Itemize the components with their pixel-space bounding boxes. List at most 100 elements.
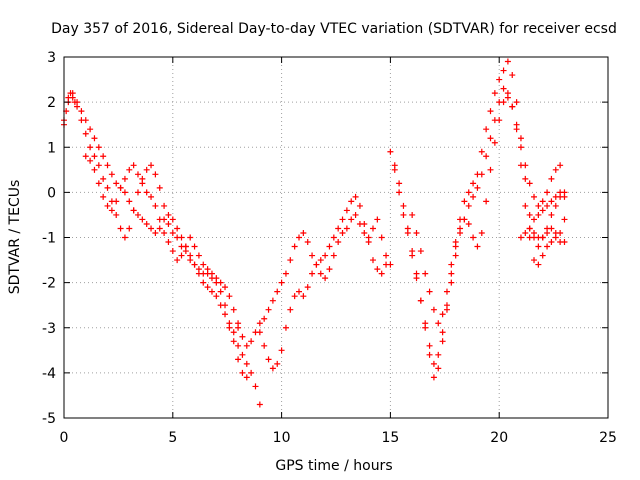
data-point [304, 284, 311, 291]
data-point [369, 225, 376, 232]
data-point [239, 333, 246, 340]
data-point [296, 288, 303, 295]
data-point [117, 225, 124, 232]
data-point [478, 171, 485, 178]
data-point [87, 144, 94, 151]
data-point [82, 117, 89, 124]
data-point [478, 229, 485, 236]
data-point [217, 288, 224, 295]
data-point [526, 234, 533, 241]
data-point [182, 243, 189, 250]
data-point [213, 293, 220, 300]
data-point [526, 180, 533, 187]
data-point [531, 229, 538, 236]
data-point [483, 153, 490, 160]
y-tick-label: -1 [42, 231, 56, 247]
data-point [300, 229, 307, 236]
data-point [539, 207, 546, 214]
data-point [544, 202, 551, 209]
data-point [322, 252, 329, 259]
data-point [343, 225, 350, 232]
data-point [548, 239, 555, 246]
data-point [361, 229, 368, 236]
data-point [461, 198, 468, 205]
data-point [557, 229, 564, 236]
data-point [439, 338, 446, 345]
data-point [448, 261, 455, 268]
data-point [517, 135, 524, 142]
data-point [165, 211, 172, 218]
data-point [422, 270, 429, 277]
data-point [448, 279, 455, 286]
data-point [439, 329, 446, 336]
data-point [448, 270, 455, 277]
data-point [374, 216, 381, 223]
data-point [522, 202, 529, 209]
data-point [235, 356, 242, 363]
data-point [531, 257, 538, 264]
data-point [95, 144, 102, 151]
data-point [287, 257, 294, 264]
data-point [409, 248, 416, 255]
data-point [121, 189, 128, 196]
data-point [156, 216, 163, 223]
data-point [169, 229, 176, 236]
data-point [235, 324, 242, 331]
data-point [91, 135, 98, 142]
data-point [278, 279, 285, 286]
data-point [222, 311, 229, 318]
data-point [396, 180, 403, 187]
data-point [470, 234, 477, 241]
data-point [348, 216, 355, 223]
data-point [174, 225, 181, 232]
data-point [465, 202, 472, 209]
y-tick-label: 3 [47, 50, 56, 66]
data-point [165, 220, 172, 227]
data-point [282, 324, 289, 331]
data-point [548, 175, 555, 182]
data-point [400, 202, 407, 209]
data-point [517, 144, 524, 151]
data-point [417, 297, 424, 304]
x-tick-label: 20 [490, 430, 508, 446]
data-point [200, 279, 207, 286]
x-tick-labels: 0 5 10 15 20 25 [60, 430, 617, 446]
data-point [139, 180, 146, 187]
data-point [148, 225, 155, 232]
data-point [126, 166, 133, 173]
data-point [361, 220, 368, 227]
data-point [126, 225, 133, 232]
data-point [557, 162, 564, 169]
data-point [374, 266, 381, 273]
data-point [243, 374, 250, 381]
data-point [491, 139, 498, 146]
data-point [274, 360, 281, 367]
data-point [91, 166, 98, 173]
data-point [78, 108, 85, 115]
data-point [174, 257, 181, 264]
data-point [191, 243, 198, 250]
data-point [74, 99, 81, 106]
data-point [544, 229, 551, 236]
data-point [143, 220, 150, 227]
data-point [339, 229, 346, 236]
y-tick-labels: -5 -4 -3 -2 -1 0 1 2 3 [42, 50, 56, 427]
data-point [304, 239, 311, 246]
data-point [191, 261, 198, 268]
data-point [496, 117, 503, 124]
x-axis-label: GPS time / hours [275, 458, 392, 474]
data-point [82, 130, 89, 137]
data-point [100, 153, 107, 160]
data-point [526, 211, 533, 218]
data-point [478, 148, 485, 155]
data-point [256, 401, 263, 408]
data-point [404, 225, 411, 232]
data-point [95, 162, 102, 169]
data-point [239, 351, 246, 358]
data-point [483, 198, 490, 205]
data-point [539, 252, 546, 259]
data-point [222, 284, 229, 291]
y-tick-label: 2 [47, 95, 56, 111]
data-point [113, 211, 120, 218]
data-point [552, 166, 559, 173]
